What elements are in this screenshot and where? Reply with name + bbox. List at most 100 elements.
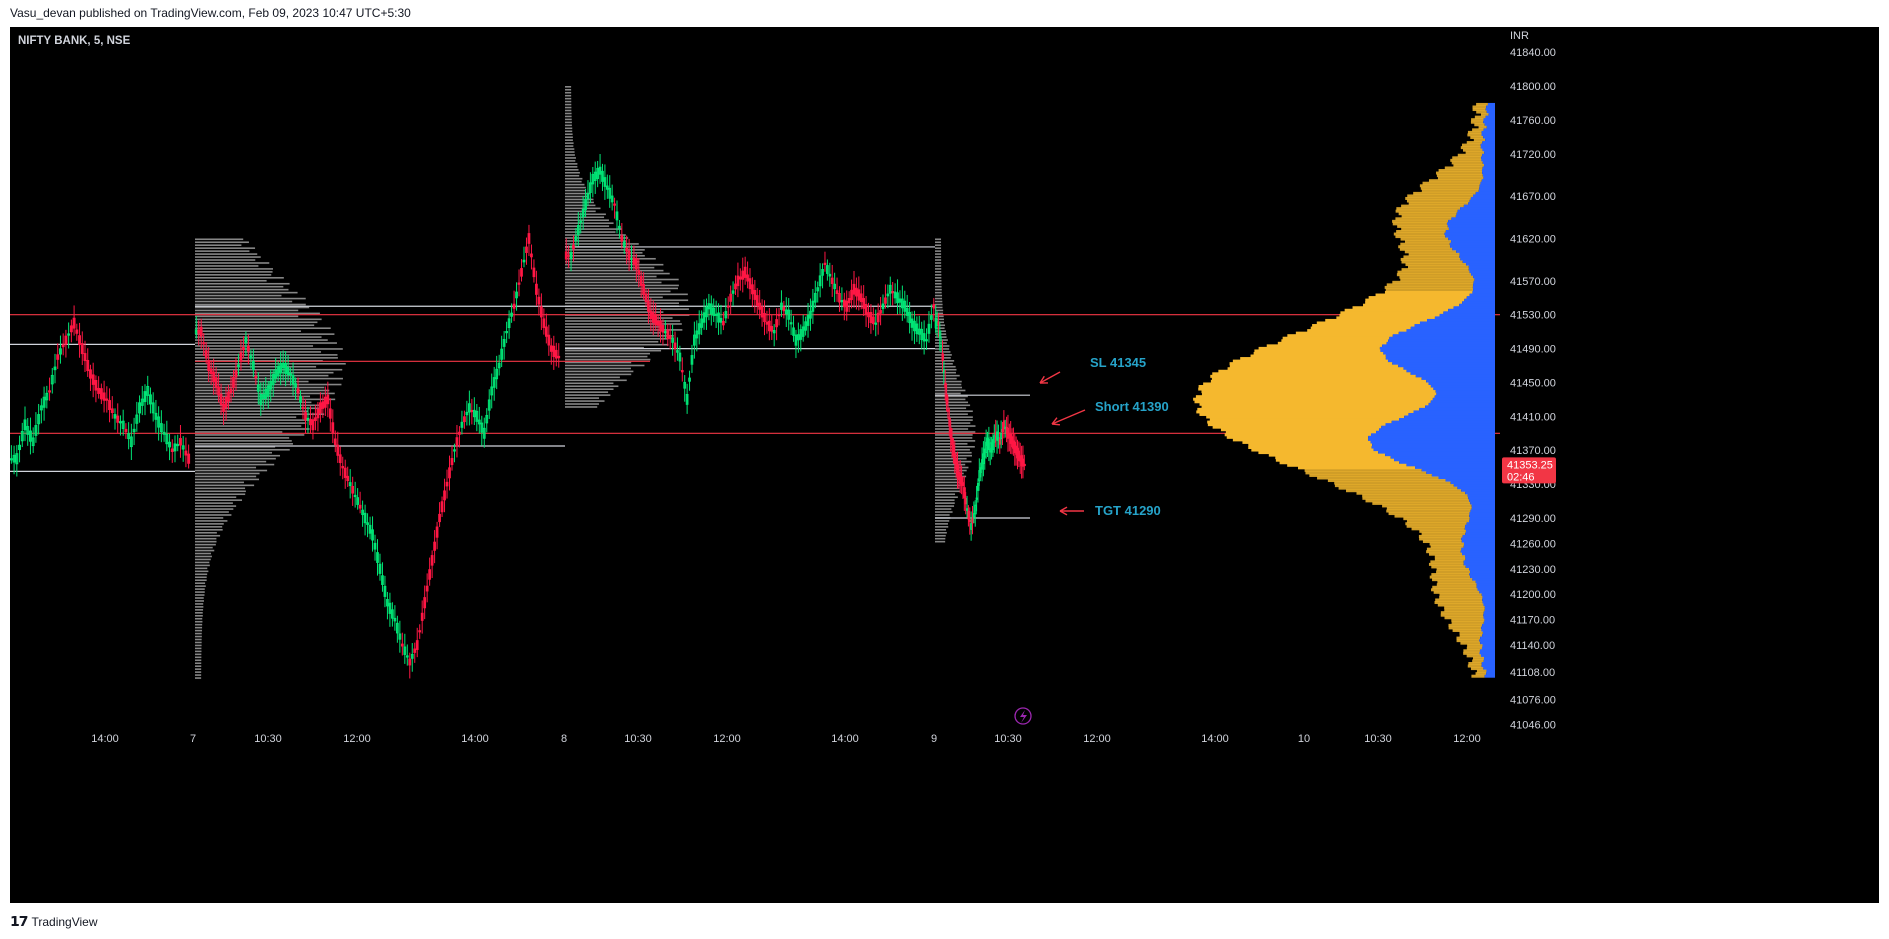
profile-bar [565,335,674,337]
profile-bar-blue [1410,372,1495,376]
price-chart[interactable]: SL 41345 Short 41390 TGT 41290 INR 41840.00 4… [10,27,1879,903]
profile-bar [935,499,955,501]
profile-bar [195,368,343,371]
candle-body [847,297,851,304]
profile-bar-yellow [1474,115,1486,119]
profile-bar [195,561,210,564]
candle-body [61,344,65,348]
profile-bar [565,88,572,91]
profile-bar-blue [1484,151,1495,155]
x-tick-label: 12:00 [343,733,371,745]
profile-bar-blue [1457,209,1495,213]
profile-bar-yellow [1404,240,1452,244]
candle-body [695,330,699,339]
profile-bar [195,377,343,380]
profile-bar [195,454,281,457]
profile-bar-yellow [1457,153,1483,157]
profile-bar [195,247,256,249]
profile-bar-blue [1465,557,1495,561]
profile-bar [935,318,944,321]
profile-bar-blue [1431,473,1495,477]
profile-bar [935,457,967,460]
profile-bar [565,109,572,112]
tradingview-brand[interactable]: 𝟭𝟳 TradingView [10,913,98,930]
profile-bar [195,288,289,291]
profile-bar-yellow [1336,316,1435,320]
profile-bar-blue [1463,560,1495,564]
candle-body [378,563,382,574]
profile-bar-yellow [1431,573,1470,577]
candle-body [797,334,800,341]
candle-body [116,415,120,423]
candle-body [937,321,940,326]
profile-bar-yellow [1248,443,1373,447]
candle-body [804,321,807,331]
profile-bar [935,523,948,525]
candle-body [823,262,827,266]
profile-bar-blue [1385,357,1495,361]
profile-bar-yellow [1466,654,1481,658]
candle-body [391,609,394,619]
candle-body [279,363,283,374]
profile-bar [195,306,310,309]
profile-bar-blue [1469,512,1495,516]
profile-bar-blue [1448,219,1495,223]
candle-body [319,402,322,414]
profile-bar-yellow [1438,169,1482,173]
candle-body [237,364,240,367]
candle-body [212,371,215,383]
profile-bar-yellow [1405,196,1471,200]
candle-body [903,300,907,312]
profile-bar-yellow [1465,151,1485,155]
lightning-icon[interactable] [1014,707,1032,725]
profile-bar-blue [1471,273,1495,277]
profile-bar [565,204,596,207]
profile-bar-blue [1482,634,1495,638]
profile-bar [195,357,338,359]
profile-bar [565,160,576,162]
candle-body [864,303,868,315]
profile-bar [565,198,594,201]
candle-body [1001,428,1005,432]
profile-bar-yellow [1268,453,1386,457]
profile-bar [195,526,223,528]
candle-body [249,355,253,359]
profile-bar [195,416,297,418]
profile-bar-blue [1445,479,1495,483]
profile-bar [565,320,681,322]
profile-bar-yellow [1218,369,1407,373]
candle-body [264,388,268,399]
profile-bar-yellow [1250,354,1386,358]
profile-bar-blue [1479,639,1495,643]
candle-body [405,655,409,658]
profile-bar-yellow [1470,120,1484,124]
candle-body [475,410,479,422]
profile-bar [195,603,204,605]
profile-bar-blue [1421,468,1495,472]
candle-body [867,312,870,318]
y-tick-label: 41760.00 [1510,115,1556,127]
candle-body [388,602,392,614]
profile-bar-blue [1435,390,1495,394]
x-tick-label: 10:30 [1364,733,1392,745]
profile-bar-yellow [1194,400,1431,404]
profile-bar-yellow [1429,542,1464,546]
profile-bar [565,157,576,159]
candle-body [418,630,422,633]
candle-body [552,345,556,357]
profile-bar-blue [1465,532,1495,536]
candle-body [775,319,778,328]
profile-bar-yellow [1362,494,1468,498]
profile-bar [195,463,275,466]
candle-body [299,396,302,403]
profile-bar [935,259,942,261]
symbol-label[interactable]: NIFTY BANK, 5, NSE [18,35,131,47]
chart-panel[interactable]: SL 41345 Short 41390 TGT 41290 INR 41840.00 4… [10,27,1879,903]
profile-bar-yellow [1365,499,1470,503]
profile-bar-yellow [1400,257,1461,261]
profile-bar-yellow [1258,451,1379,455]
profile-bar-yellow [1365,298,1465,302]
candle-body [67,333,71,336]
candle-body [998,438,1002,445]
profile-bar-yellow [1456,636,1481,640]
